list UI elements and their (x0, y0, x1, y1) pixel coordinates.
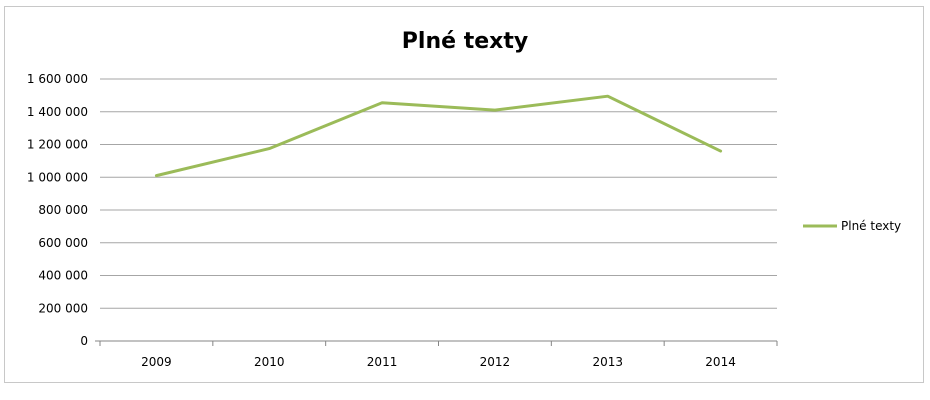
series-lines (154, 94, 723, 178)
x-tick-label: 2009 (141, 355, 172, 369)
chart-frame: Plné texty 0 200 000 400 000 600 000 800 000… (4, 6, 924, 383)
x-tick-label: 2011 (367, 355, 398, 369)
legend: Plné texty (803, 219, 901, 233)
x-axis-tick-labels: 2009 2010 2011 2012 2013 2014 (141, 355, 736, 369)
y-tick-label: 0 (80, 334, 88, 348)
y-tick-label: 1 600 000 (27, 72, 88, 86)
y-axis-tick-labels: 0 200 000 400 000 600 000 800 000 1 000 000 1 … (27, 72, 88, 348)
x-tick-label: 2014 (705, 355, 736, 369)
gridlines (100, 78, 777, 309)
x-tick-label: 2010 (254, 355, 285, 369)
x-tick-label: 2012 (480, 355, 511, 369)
chart-title: Plné texty (402, 29, 528, 54)
y-tick-label: 1 000 000 (27, 170, 88, 184)
x-tick-label: 2013 (592, 355, 623, 369)
y-tick-label: 800 000 (38, 203, 88, 217)
series-line (154, 94, 723, 178)
y-tick-label: 400 000 (38, 269, 88, 283)
x-axis (95, 340, 778, 346)
y-tick-label: 600 000 (38, 236, 88, 250)
y-tick-label: 200 000 (38, 301, 88, 315)
legend-label: Plné texty (841, 219, 901, 233)
y-tick-label: 1 200 000 (27, 138, 88, 152)
y-tick-label: 1 400 000 (27, 105, 88, 119)
line-chart: Plné texty 0 200 000 400 000 600 000 800 000… (27, 29, 901, 369)
